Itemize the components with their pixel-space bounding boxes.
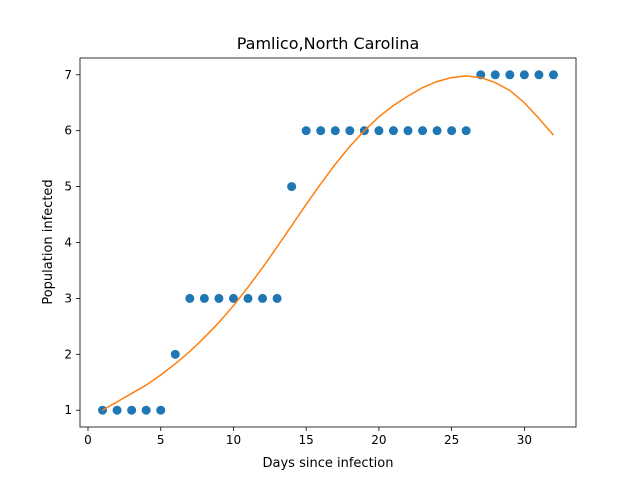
data-point (127, 405, 137, 415)
data-point (490, 70, 500, 80)
fit-line (102, 75, 555, 411)
chart-title: Pamlico,North Carolina (237, 34, 420, 53)
data-point (301, 126, 311, 136)
data-point (170, 349, 180, 359)
data-point (156, 405, 166, 415)
data-point (272, 293, 282, 303)
data-point (258, 293, 268, 303)
data-point (112, 405, 122, 415)
plot-area: 0 5 10 15 20 25 30 1 2 3 4 5 6 7 (64, 57, 577, 447)
data-point (447, 126, 457, 136)
y-tick-label: 7 (64, 68, 72, 82)
x-axis-label: Days since infection (263, 456, 394, 471)
y-tick-label: 1 (64, 403, 72, 417)
x-tick-label: 30 (517, 433, 532, 447)
data-point (548, 70, 558, 80)
data-point (418, 126, 428, 136)
data-point (316, 126, 326, 136)
data-point (287, 182, 297, 192)
data-point (403, 126, 413, 136)
data-point (345, 126, 355, 136)
x-tick-label: 20 (371, 433, 386, 447)
y-tick-label: 2 (64, 347, 72, 361)
y-tick-label: 6 (64, 124, 72, 138)
data-point (519, 70, 529, 80)
data-point (374, 126, 384, 136)
data-point (228, 293, 238, 303)
x-tick-label: 15 (299, 433, 314, 447)
x-tick-label: 0 (84, 433, 92, 447)
data-point (185, 293, 195, 303)
data-point (388, 126, 398, 136)
data-point (432, 126, 442, 136)
y-tick-label: 5 (64, 180, 72, 194)
data-point (214, 293, 224, 303)
x-tick-label: 25 (444, 433, 459, 447)
data-point (505, 70, 515, 80)
data-point (461, 126, 471, 136)
y-tick-label: 3 (64, 291, 72, 305)
y-tick-label: 4 (64, 236, 72, 250)
x-tick-label: 5 (157, 433, 165, 447)
data-point (199, 293, 209, 303)
data-point (330, 126, 340, 136)
data-point (534, 70, 544, 80)
data-point (141, 405, 151, 415)
y-axis-label: Population infected (41, 179, 56, 304)
x-tick-label: 10 (226, 433, 241, 447)
data-point (243, 293, 253, 303)
